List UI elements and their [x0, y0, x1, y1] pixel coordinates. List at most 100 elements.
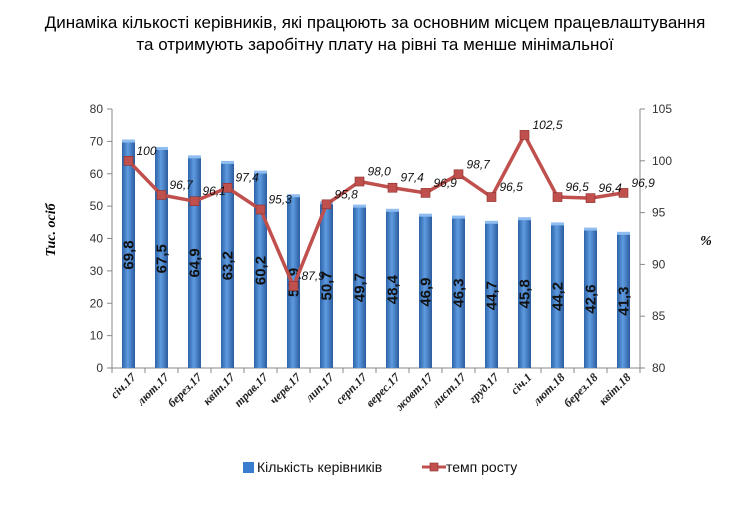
rate-marker — [288, 281, 299, 291]
bar — [254, 173, 267, 368]
category-label: берез.17 — [165, 370, 205, 410]
rate-marker — [255, 204, 266, 215]
rate-value-label: 95,3 — [269, 192, 293, 206]
y-left-tick-label: 20 — [90, 296, 104, 310]
rate-marker — [222, 182, 233, 193]
rate-value-label: 96,9 — [632, 176, 656, 190]
rate-marker — [387, 182, 398, 193]
category-label: квіт.18 — [596, 370, 634, 408]
bar-value-label: 48,4 — [385, 274, 402, 304]
bar — [386, 211, 399, 368]
rate-marker — [354, 176, 365, 187]
category-label: берез.18 — [561, 370, 601, 410]
rate-value-label: 98,0 — [368, 165, 392, 179]
bar — [518, 219, 531, 368]
y-left-tick-label: 70 — [90, 134, 104, 148]
bar-value-label: 44,2 — [550, 282, 567, 311]
bar — [584, 230, 597, 368]
bar-value-label: 64,9 — [187, 248, 204, 277]
bar-top — [518, 217, 531, 221]
bar-top — [452, 215, 465, 219]
rate-value-label: 96,7 — [170, 178, 195, 192]
rate-value-label: 96,5 — [566, 180, 590, 194]
rate-line-group — [123, 130, 629, 291]
rate-marker — [189, 196, 200, 207]
category-label: трав.17 — [231, 370, 271, 410]
bar-top — [386, 208, 399, 212]
bar-top — [551, 222, 564, 226]
y-right-tick-label: 100 — [652, 154, 672, 168]
rate-value-label: 98,7 — [467, 157, 492, 171]
bar-top — [254, 170, 267, 174]
bar-top — [155, 146, 168, 150]
bar-value-label: 69,8 — [121, 240, 138, 269]
rate-line — [127, 133, 624, 288]
rate-marker — [552, 192, 563, 202]
bar-value-label: 50,7 — [319, 271, 336, 300]
y-right-tick-label: 80 — [652, 361, 666, 375]
rate-value-label: 87,9 — [302, 269, 326, 283]
category-label: черв.17 — [267, 370, 304, 407]
y-right-tick-label: 95 — [652, 206, 666, 220]
bar — [155, 149, 168, 368]
rate-value-label: 102,5 — [533, 118, 563, 132]
bar-value-label: 46,9 — [418, 277, 435, 306]
y-right-tick-label: 90 — [652, 257, 666, 271]
bar-top — [122, 139, 135, 143]
rate-value-label: 97,4 — [401, 171, 425, 185]
bar-value-label: 42,6 — [583, 284, 600, 313]
chart-title-line-2: та отримують заробітну плату на рівні та… — [136, 35, 614, 54]
rate-marker — [156, 190, 167, 200]
chart-title-line-1: Динаміка кількості керівників, які працю… — [44, 13, 706, 32]
rate-marker — [519, 130, 530, 140]
y-left-tick-label: 10 — [90, 329, 104, 343]
category-labels: січ.17лют.17берез.17квіт.17трав.17черв.1… — [108, 370, 634, 414]
legend-bar-swatch — [243, 462, 254, 473]
bar-value-label: 67,5 — [154, 244, 171, 273]
rate-marker — [420, 188, 431, 198]
rate-labels: 100 96,7 96,1 97,4 95,3 87,9 95,8 98,0 97,4 96,9 9… — [137, 118, 656, 283]
category-label: лип.17 — [302, 370, 338, 406]
bar — [353, 207, 366, 368]
bar-value-label: 46,3 — [451, 278, 468, 307]
category-label: лют.18 — [529, 370, 567, 408]
y-axis-right-label: % — [700, 234, 712, 249]
legend-line-label: темп росту — [446, 459, 517, 475]
bar-value-label: 49,7 — [352, 273, 369, 302]
bar-top — [353, 204, 366, 208]
bar — [221, 163, 234, 368]
chart-title: Динаміка кількості керівників, які працю… — [0, 12, 750, 56]
bar — [551, 224, 564, 368]
legend-bar-label: Кількість керівників — [257, 459, 382, 475]
bar — [188, 157, 201, 368]
category-label: лист.17 — [428, 370, 469, 411]
rate-value-label: 96,9 — [434, 176, 458, 190]
bar-top — [617, 231, 630, 235]
category-label: груд.17 — [466, 370, 502, 406]
bar-top — [188, 155, 201, 159]
bar-value-label: 44,7 — [484, 281, 501, 310]
y-left-tick-label: 60 — [90, 167, 104, 181]
bar-value-label: 41,3 — [616, 287, 633, 316]
rate-marker — [618, 188, 629, 198]
y-left-tick-label: 30 — [90, 264, 104, 278]
bar — [122, 142, 135, 368]
rate-marker — [123, 156, 134, 166]
bar-top — [485, 220, 498, 224]
rate-value-label: 100 — [137, 144, 157, 158]
legend-line-marker — [429, 462, 439, 472]
rate-value-label: 95,8 — [335, 187, 359, 201]
rate-marker — [585, 193, 596, 203]
bar — [452, 218, 465, 368]
bar-top — [221, 160, 234, 164]
y-left-tick-label: 50 — [90, 199, 104, 213]
rate-value-label: 96,5 — [500, 180, 524, 194]
y-left-tick-label: 0 — [96, 361, 103, 375]
bar — [485, 223, 498, 368]
rate-value-label: 97,4 — [236, 171, 260, 185]
rate-marker — [321, 199, 332, 210]
rate-marker — [453, 169, 464, 180]
legend: Кількість керівників темп росту — [243, 459, 517, 475]
bar — [320, 203, 333, 368]
bar-top — [584, 227, 597, 231]
